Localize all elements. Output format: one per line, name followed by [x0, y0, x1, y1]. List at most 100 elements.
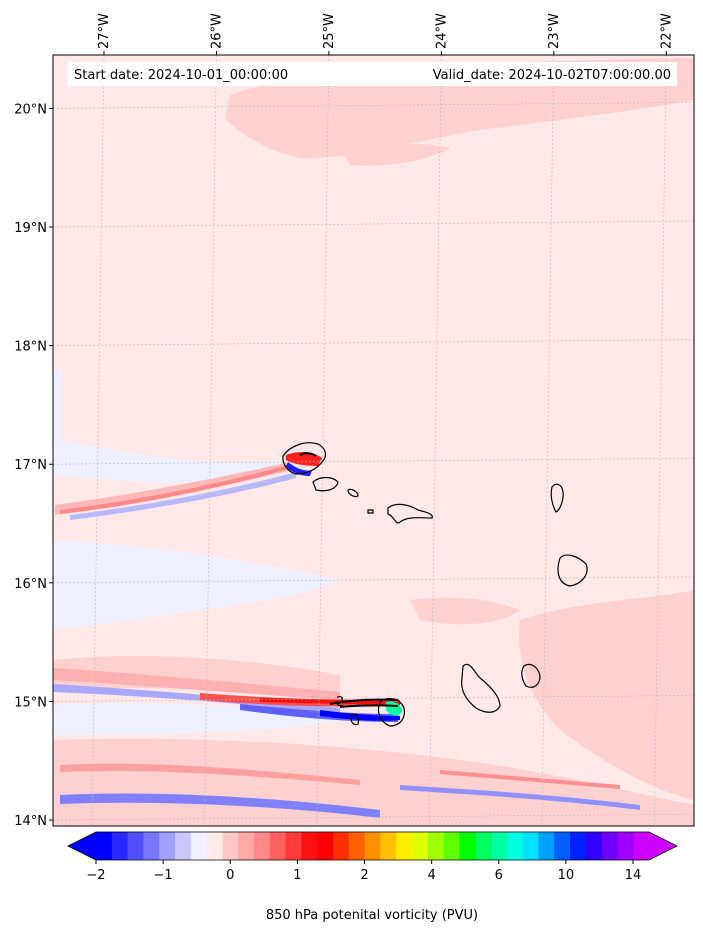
meridian-line	[204, 55, 217, 826]
colorbar-cell	[459, 832, 476, 860]
graticule	[53, 55, 694, 826]
pv-contours	[299, 452, 399, 708]
colorbar-cell	[601, 832, 618, 860]
parallel-line	[53, 457, 694, 465]
meridian-line	[541, 55, 555, 826]
contour-label: 2	[336, 695, 344, 710]
lon-tick-label: 23°W	[547, 13, 562, 49]
colorbar-cell	[159, 832, 176, 860]
pv-field-blue	[53, 370, 350, 735]
island-santa-luzia	[347, 488, 359, 498]
colorbar-cell	[522, 832, 539, 860]
colorbar-cell	[269, 832, 287, 860]
island-brava	[350, 713, 360, 726]
island-maio	[521, 663, 541, 688]
colorbar-cell	[222, 832, 239, 860]
colorbar-cell	[506, 832, 524, 860]
colorbar-cell	[443, 832, 460, 860]
valid-date-label: Valid_date: 2024-10-02T07:00:00.00	[433, 68, 671, 83]
parallel-line	[53, 813, 694, 821]
colorbar-cell	[348, 832, 366, 860]
colorbar-cell	[364, 832, 381, 860]
longitude-ticks: 27°W 26°W 25°W 24°W 23°W 22°W	[97, 13, 674, 55]
colorbar-cell	[285, 832, 302, 860]
lat-tick-label: 17°N	[14, 458, 47, 473]
lat-tick-label: 18°N	[14, 340, 47, 355]
info-box: Start date: 2024-10-01_00:00:00 Valid_da…	[68, 62, 677, 86]
colorbar-cell	[254, 832, 271, 860]
colorbar-cell	[238, 832, 255, 860]
parallel-line	[53, 339, 694, 346]
colorbar-tick-label: 4	[427, 868, 435, 883]
start-date-label: Start date: 2024-10-01_00:00:00	[74, 68, 288, 83]
colorbar-cell	[175, 832, 192, 860]
colorbar-ticks: −2 −1 0 1 2 4 6 10 14	[86, 860, 641, 883]
map-frame	[52, 54, 695, 827]
island-sao-vicente	[312, 476, 339, 492]
colorbar-cell	[333, 832, 350, 860]
island-branco	[367, 509, 374, 514]
colorbar-cell	[111, 832, 129, 860]
lat-tick-label: 15°N	[14, 695, 47, 710]
colorbar-cell	[412, 832, 429, 860]
colorbar-cell	[554, 832, 571, 860]
colorbar-cell	[143, 832, 160, 860]
island-sal	[550, 483, 564, 513]
colorbar-tick-label: 10	[558, 868, 575, 883]
colorbar-tick-label: −2	[86, 868, 105, 883]
parallel-line	[53, 576, 694, 584]
lat-tick-label: 16°N	[14, 577, 47, 592]
latitude-ticks: 20°N 19°N 18°N 17°N 16°N 15°N 14°N	[14, 102, 53, 829]
colorbar-cell	[538, 832, 555, 860]
colorbar-cell	[427, 832, 445, 860]
colorbar-extend-max	[649, 832, 677, 860]
parallel-line	[53, 220, 694, 228]
lon-tick-label: 24°W	[434, 13, 449, 49]
colorbar-cell	[190, 832, 208, 860]
colorbar-title: 850 hPa potenital vorticity (PVU)	[266, 908, 478, 923]
lon-tick-label: 27°W	[97, 13, 112, 49]
colorbar-cell	[96, 832, 113, 860]
colorbar-cell	[585, 832, 603, 860]
map-panel: 2	[53, 55, 694, 826]
colorbar-cell	[633, 832, 650, 860]
lat-tick-label: 20°N	[14, 102, 47, 117]
lon-tick-label: 26°W	[209, 13, 224, 49]
colorbar-cell	[317, 832, 334, 860]
lat-tick-label: 14°N	[14, 814, 47, 829]
colorbar-tick-label: −1	[154, 868, 173, 883]
lat-tick-label: 19°N	[14, 221, 47, 236]
info-box-background	[68, 62, 677, 86]
pv-stripes-south	[60, 763, 640, 818]
lon-tick-label: 22°W	[659, 13, 674, 49]
parallel-line	[53, 695, 694, 702]
colorbar-tick-label: 6	[495, 868, 503, 883]
colorbar-cell	[570, 832, 587, 860]
colorbar-tick-label: 1	[293, 868, 301, 883]
island-boa-vista	[557, 554, 588, 587]
colorbar-tick-label: 0	[226, 868, 234, 883]
island-santiago	[461, 663, 501, 713]
colorbar-cells	[96, 832, 650, 860]
island-sao-nicolau	[387, 503, 433, 524]
parallel-line	[53, 102, 694, 109]
meridian-line	[429, 55, 442, 826]
colorbar-cell	[380, 832, 397, 860]
colorbar-tick-label: 2	[360, 868, 368, 883]
lon-tick-label: 25°W	[322, 13, 337, 49]
island-santo-antao	[282, 442, 327, 475]
meridian-line	[91, 55, 105, 826]
colorbar-cell	[617, 832, 634, 860]
colorbar-cell	[206, 832, 223, 860]
meridian-line	[653, 55, 667, 826]
colorbar-cell	[301, 832, 318, 860]
colorbar-cell	[475, 832, 492, 860]
colorbar-cell	[127, 832, 144, 860]
colorbar-cell	[396, 832, 413, 860]
colorbar: −2 −1 0 1 2 4 6 10 14 850 hPa potenital vorticit…	[67, 831, 678, 923]
colorbar-tick-label: 14	[625, 868, 642, 883]
meridian-line	[316, 55, 330, 826]
colorbar-cell	[491, 832, 508, 860]
colorbar-extend-min	[68, 832, 96, 860]
